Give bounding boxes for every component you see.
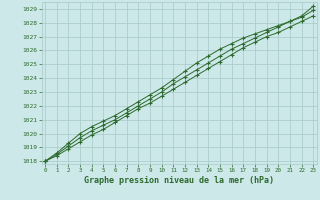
X-axis label: Graphe pression niveau de la mer (hPa): Graphe pression niveau de la mer (hPa) [84, 176, 274, 185]
